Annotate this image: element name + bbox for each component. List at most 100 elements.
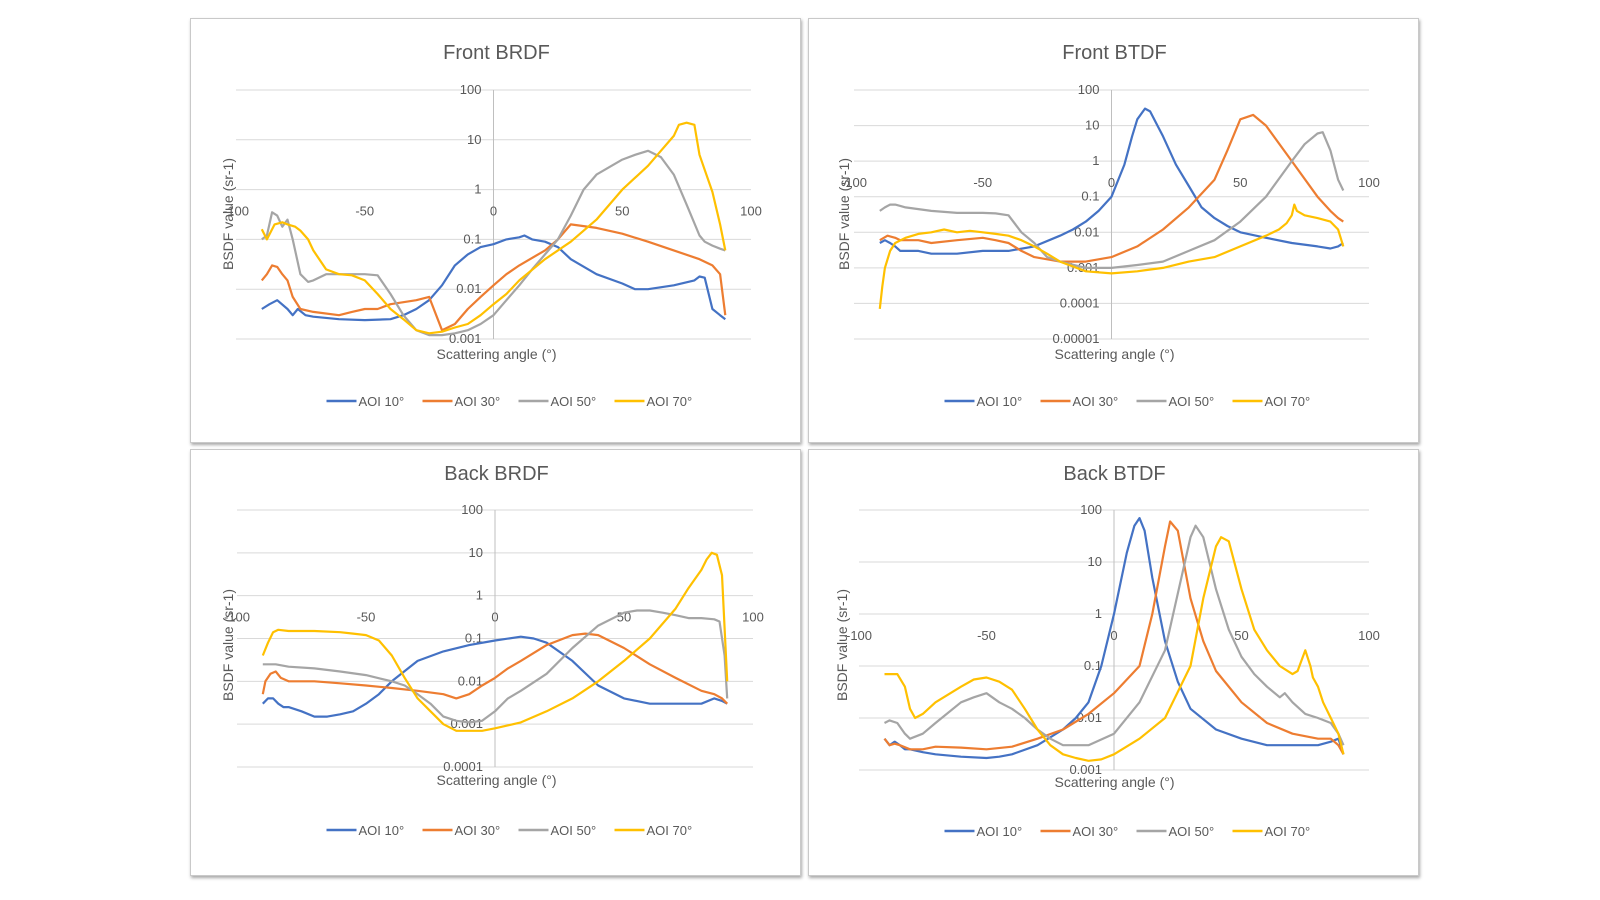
- legend-label: AOI 70°: [647, 823, 693, 838]
- legend-label: AOI 50°: [551, 394, 597, 409]
- series-line-aoi-10: [262, 635, 728, 718]
- y-tick-label: 0.01: [458, 673, 483, 688]
- y-tick-label: 0.01: [1074, 224, 1099, 239]
- y-tick-label: 1: [1092, 153, 1099, 168]
- chart-title: Back BTDF: [1063, 463, 1165, 485]
- x-tick-label: 50: [1234, 628, 1248, 643]
- legend-item-aoi-30: AOI 30°: [422, 823, 501, 838]
- x-tick-label: 0: [1110, 628, 1117, 643]
- chart-svg: 0.001 0.01 0.1 1 10 100 -100 -50 0 50 100 Front BRD…: [220, 42, 762, 409]
- legend-label: AOI 30°: [1073, 394, 1119, 409]
- chart-title: Front BTDF: [1062, 42, 1166, 64]
- x-tick-label: -50: [973, 175, 992, 190]
- y-tick-label: 0.01: [1077, 710, 1102, 725]
- legend-label: AOI 30°: [455, 823, 501, 838]
- y-tick-label: 0.001: [449, 331, 482, 346]
- y-tick-label: 100: [461, 502, 483, 517]
- x-tick-label: 0: [491, 610, 498, 625]
- series-line-aoi-70: [261, 551, 729, 732]
- y-tick-label: 100: [1078, 82, 1100, 97]
- y-axis-label: BSDF value (sr-1): [220, 158, 236, 270]
- y-tick-label: 0.01: [456, 281, 481, 296]
- x-tick-label: 100: [740, 204, 762, 219]
- y-tick-label: 0.00001: [1053, 331, 1100, 346]
- series-line-aoi-10: [883, 516, 1345, 760]
- legend-item-aoi-10: AOI 10°: [326, 394, 404, 409]
- y-tick-label: 100: [460, 82, 482, 97]
- y-tick-label: 0.1: [1081, 189, 1099, 204]
- y-tick-label: 0.001: [1069, 762, 1102, 777]
- legend-item-aoi-70: AOI 70°: [614, 823, 693, 838]
- y-tick-label: 0.1: [1084, 658, 1102, 673]
- y-tick-label: 1: [1095, 606, 1102, 621]
- y-tick-label: 0.1: [465, 631, 483, 646]
- legend-item-aoi-70: AOI 70°: [1232, 824, 1311, 839]
- series-line-aoi-30: [879, 113, 1344, 263]
- legend-label: AOI 30°: [455, 394, 501, 409]
- x-tick-label: 100: [742, 610, 764, 625]
- x-axis-label: Scattering angle (°): [437, 346, 557, 362]
- legend-item-aoi-70: AOI 70°: [614, 394, 693, 409]
- x-tick-label: -100: [224, 610, 250, 625]
- series-line-aoi-50: [262, 609, 729, 724]
- legend-item-aoi-10: AOI 10°: [944, 394, 1023, 409]
- legend-item-aoi-30: AOI 30°: [422, 394, 501, 409]
- series-line-aoi-30: [261, 632, 728, 705]
- chart-panel-front-brdf: 0.001 0.01 0.1 1 10 100 -100 -50 0 50 100 Front BRD…: [190, 18, 801, 443]
- chart-panel-back-brdf: 0.0001 0.001 0.01 0.1 1 10 100 -100 -50 0 50 100 Bac…: [190, 449, 801, 876]
- y-tick-label: 10: [1088, 554, 1102, 569]
- y-axis-label: BSDF value (sr-1): [834, 589, 850, 701]
- x-tick-label: -100: [841, 175, 867, 190]
- legend-item-aoi-10: AOI 10°: [944, 824, 1022, 839]
- series-line-aoi-10: [261, 234, 726, 322]
- legend-item-aoi-50: AOI 50°: [518, 823, 597, 838]
- series-line-aoi-10: [879, 107, 1344, 255]
- legend-label: AOI 50°: [1169, 824, 1215, 839]
- legend-label: AOI 70°: [1265, 824, 1311, 839]
- y-tick-label: 10: [467, 132, 481, 147]
- x-tick-label: 50: [1233, 175, 1247, 190]
- x-tick-label: -100: [846, 628, 872, 643]
- y-tick-label: 0.1: [463, 231, 481, 246]
- legend-item-aoi-70: AOI 70°: [1232, 394, 1311, 409]
- chart-panel-front-btdf: 0.00001 0.0001 0.001 0.01 0.1 1 10 100 -100 -50 0 5…: [808, 18, 1419, 443]
- legend-label: AOI 70°: [647, 394, 693, 409]
- x-tick-label: 100: [1358, 175, 1380, 190]
- y-tick-label: 1: [476, 588, 483, 603]
- series-line-aoi-30: [883, 520, 1345, 755]
- series-line-aoi-50: [884, 524, 1345, 747]
- chart-svg: 0.001 0.01 0.1 1 10 100 -100 -50 0 50 100 Back BTDF…: [834, 463, 1380, 839]
- series-line-aoi-50: [261, 149, 726, 337]
- x-tick-label: -100: [223, 204, 249, 219]
- y-tick-label: 0.0001: [443, 759, 483, 774]
- series-line-aoi-30: [260, 223, 727, 332]
- x-axis-label: Scattering angle (°): [1055, 346, 1175, 362]
- legend-label: AOI 10°: [977, 394, 1023, 409]
- legend-item-aoi-30: AOI 30°: [1040, 824, 1119, 839]
- y-axis-label: BSDF value (sr-1): [220, 589, 236, 701]
- legend-label: AOI 70°: [1265, 394, 1311, 409]
- legend-item-aoi-50: AOI 50°: [1136, 394, 1215, 409]
- chart-panel-back-btdf: 0.001 0.01 0.1 1 10 100 -100 -50 0 50 100 Back BTDF…: [808, 449, 1419, 876]
- legend-label: AOI 30°: [1073, 824, 1119, 839]
- x-tick-label: 0: [1108, 175, 1115, 190]
- chart-title: Front BRDF: [443, 42, 550, 64]
- series-line-aoi-70: [878, 203, 1345, 310]
- series-line-aoi-70: [260, 121, 727, 335]
- x-tick-label: 50: [615, 204, 629, 219]
- y-tick-label: 0.001: [450, 716, 483, 731]
- x-tick-label: 0: [490, 204, 497, 219]
- series-line-aoi-70: [884, 536, 1345, 762]
- legend-label: AOI 50°: [551, 823, 597, 838]
- legend-label: AOI 50°: [1169, 394, 1215, 409]
- legend-item-aoi-50: AOI 50°: [518, 394, 597, 409]
- legend-item-aoi-10: AOI 10°: [326, 823, 404, 838]
- legend-item-aoi-30: AOI 30°: [1040, 394, 1119, 409]
- x-axis-label: Scattering angle (°): [437, 772, 557, 788]
- x-axis-label: Scattering angle (°): [1055, 774, 1175, 790]
- chart-title: Back BRDF: [444, 463, 548, 485]
- y-tick-label: 0.0001: [1060, 295, 1100, 310]
- y-axis-label: BSDF value (sr-1): [836, 158, 852, 270]
